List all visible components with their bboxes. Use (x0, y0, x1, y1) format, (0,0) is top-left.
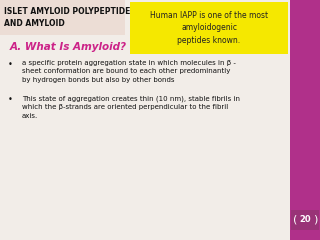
Text: ): ) (313, 215, 317, 225)
Bar (130, 2, 288, 54)
Text: This state of aggregation creates thin (10 nm), stable fibrils in
which the β-st: This state of aggregation creates thin (… (22, 95, 240, 119)
Bar (290, 0, 320, 240)
Bar (291, 210, 319, 230)
Text: •: • (8, 95, 13, 104)
Text: ISLET AMYLOID POLYPEPTIDE
AND AMYLOID: ISLET AMYLOID POLYPEPTIDE AND AMYLOID (4, 7, 130, 28)
Bar (0, 0, 125, 35)
Text: Human IAPP is one of the most
amyloidogenic
peptides known.: Human IAPP is one of the most amyloidoge… (150, 11, 268, 45)
Text: •: • (8, 60, 13, 69)
Text: 20: 20 (299, 216, 311, 224)
Text: a specific protein aggregation state in which molecules in β -
sheet conformatio: a specific protein aggregation state in … (22, 60, 236, 83)
Text: (: ( (293, 215, 297, 225)
Text: A. What Is Amyloid?: A. What Is Amyloid? (10, 42, 127, 52)
